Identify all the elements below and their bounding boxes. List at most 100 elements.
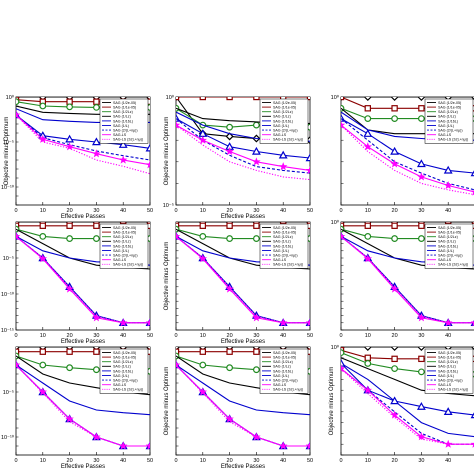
- legend-label: SAG-LS: [113, 258, 127, 262]
- x-tick-label: 50: [147, 208, 153, 214]
- data-point: [176, 231, 181, 241]
- legend-label: SAG-LS (2/(L+nμ)): [438, 263, 468, 267]
- series-line: [16, 364, 150, 447]
- data-point: [278, 162, 288, 171]
- data-point: [391, 222, 398, 229]
- data-point: [364, 232, 372, 240]
- legend-label: SAG (1/Lz): [438, 365, 456, 369]
- legend-label: SAG-LS: [113, 133, 127, 137]
- x-tick-label: 0: [339, 208, 342, 214]
- legend-label: SAG (2/(L+nμ)): [438, 129, 463, 133]
- data-point: [341, 120, 346, 129]
- x-tick-label: 40: [120, 458, 126, 464]
- data-point: [93, 348, 100, 355]
- x-tick-label: 40: [280, 333, 286, 339]
- data-point: [391, 235, 399, 242]
- legend-label: SAG (1/2e-05): [113, 226, 136, 230]
- legend: SAG (1/2e-05)SAG (1/1e-05)SAG (1/2Lz)SAG…: [99, 348, 149, 394]
- data-point: [16, 110, 21, 119]
- data-point: [390, 146, 400, 155]
- legend-label: SAG (1/1e-05): [438, 231, 461, 235]
- data-point: [341, 358, 346, 367]
- x-tick-label: 50: [147, 333, 153, 339]
- x-tick-label: 20: [392, 458, 398, 464]
- legend-label: SAG (1/1e-05): [113, 231, 136, 235]
- y-axis-label: Objective minus Optimum: [164, 117, 170, 186]
- legend-label: SAG (1/Lz): [273, 365, 291, 369]
- legend-label: SAG (2/(L+nμ)): [273, 254, 298, 258]
- y-tick-label: 10⁻¹⁵: [1, 327, 14, 334]
- data-point: [391, 115, 399, 122]
- series-line: [341, 357, 474, 397]
- legend-label: SAG (1/2e-05): [438, 101, 461, 105]
- chart-panel-9: 0 10 20 30 40 10⁰ Objective minus Optimum SAG (…: [329, 344, 474, 464]
- data-point: [443, 165, 453, 174]
- x-tick-label: 20: [67, 208, 73, 214]
- legend-label: SAG (1/16L): [438, 244, 458, 248]
- chart-panel-8: 0 10 20 30 40 50 Effective Passes Objective min…: [164, 346, 313, 470]
- data-point: [225, 132, 234, 141]
- legend-label: SAG (1/Lz): [438, 115, 456, 119]
- y-tick-label: 10⁰: [331, 94, 340, 101]
- data-point: [391, 105, 398, 112]
- data-point: [252, 121, 260, 129]
- data-point: [305, 165, 310, 175]
- data-point: [92, 149, 101, 158]
- legend-label: SAG (1/Lz): [438, 240, 456, 244]
- legend-label: SAG (1/1e-05): [438, 356, 461, 360]
- x-tick-label: 40: [280, 208, 286, 214]
- data-point: [16, 231, 21, 241]
- legend-label: SAG (1/16L): [273, 244, 293, 248]
- data-point: [418, 105, 425, 112]
- data-point: [39, 348, 47, 355]
- data-point: [305, 153, 310, 162]
- y-tick-label: 10⁰: [6, 94, 15, 101]
- data-point: [253, 97, 260, 101]
- data-point: [145, 160, 150, 169]
- series-line: [176, 235, 310, 324]
- data-point: [251, 146, 261, 155]
- data-point: [470, 442, 474, 448]
- data-point: [252, 366, 260, 374]
- legend: SAG (1/2e-05)SAG (1/1e-05)SAG (1/2Lz)SAG…: [424, 98, 474, 144]
- data-point: [66, 235, 73, 242]
- series-group: [341, 347, 474, 448]
- legend-label: SAG (1/2Lz): [113, 360, 133, 364]
- data-point: [39, 222, 47, 229]
- legend-label: SAG (1/2Lz): [438, 235, 458, 239]
- x-tick-label: 30: [93, 208, 99, 214]
- data-point: [390, 410, 399, 419]
- data-point: [418, 115, 425, 122]
- legend-label: SAG-LS (2/(L+nμ)): [113, 263, 143, 267]
- legend: SAG (1/2e-05)SAG (1/1e-05)SAG (1/2Lz)SAG…: [259, 98, 309, 144]
- x-tick-label: 10: [200, 458, 206, 464]
- legend-label: SAG (1/2e-05): [113, 351, 136, 355]
- data-point: [417, 432, 426, 441]
- x-tick-label: 30: [418, 333, 424, 339]
- legend-label: SAG (1/2Lz): [273, 360, 293, 364]
- legend: SAG (1/2e-05)SAG (1/1e-05)SAG (1/2Lz)SAG…: [259, 223, 309, 269]
- data-point: [226, 364, 234, 372]
- data-point: [92, 432, 101, 441]
- x-tick-label: 10: [40, 208, 46, 214]
- legend-label: SAG (1/2e-05): [273, 351, 296, 355]
- data-point: [226, 235, 234, 242]
- data-point: [416, 402, 426, 410]
- data-point: [390, 159, 399, 168]
- data-point: [253, 222, 260, 229]
- series-line: [16, 235, 150, 324]
- data-point: [417, 347, 426, 352]
- data-point: [278, 150, 288, 159]
- data-point: [66, 103, 73, 111]
- data-point: [16, 360, 21, 369]
- data-point: [390, 97, 399, 102]
- data-point: [145, 441, 150, 450]
- data-point: [225, 147, 234, 156]
- x-tick-label: 30: [253, 208, 259, 214]
- data-point: [92, 103, 100, 111]
- data-point: [341, 97, 345, 101]
- x-tick-label: 20: [67, 333, 73, 339]
- data-point: [390, 284, 399, 293]
- legend: SAG (1/2e-05)SAG (1/1e-05)SAG (1/2Lz)SAG…: [424, 223, 474, 269]
